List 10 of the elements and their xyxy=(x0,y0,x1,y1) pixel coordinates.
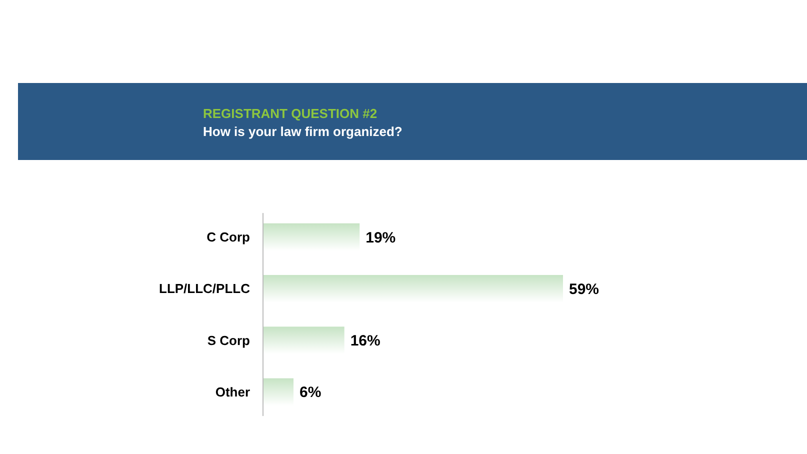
data-label: 19% xyxy=(366,229,396,246)
chart-subtitle: How is your law firm organized? xyxy=(203,124,402,139)
data-label: 59% xyxy=(569,280,600,298)
chart-title: REGISTRANT QUESTION #2 xyxy=(203,106,378,121)
y-tick-label: Other xyxy=(215,384,250,400)
data-label: 6% xyxy=(300,384,322,402)
y-tick-label: C Corp xyxy=(206,230,250,245)
y-tick-label: LLP/LLC/PLLC xyxy=(159,281,251,296)
y-tick-label: S Corp xyxy=(207,332,250,348)
data-label: 16% xyxy=(350,332,380,350)
